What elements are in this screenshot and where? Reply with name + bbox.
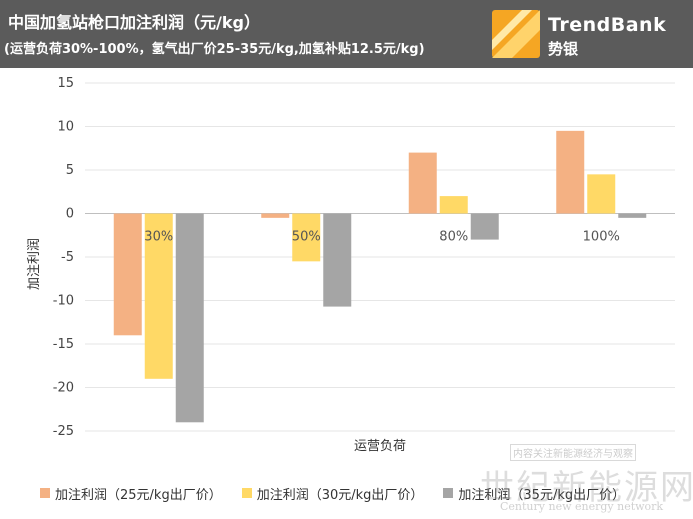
x-axis-label: 运营负荷: [354, 439, 406, 454]
x-tick-label: 80%: [439, 230, 468, 245]
chart-legend: 加注利润（25元/kg出厂价） 加注利润（30元/kg出厂价） 加注利润（35元…: [40, 483, 645, 503]
legend-swatch: [241, 488, 252, 498]
legend-item: 加注利润（30元/kg出厂价）: [241, 484, 424, 503]
watermark-subtitle: Century new energy network: [500, 500, 664, 513]
legend-item: 加注利润（35元/kg出厂价）: [443, 484, 625, 503]
watermark: 世紀新能源网: [480, 468, 693, 508]
chart-header: 中国加氢站枪口加注利润（元/kg） (运营负荷30%-100%，氢气出厂价25-…: [0, 0, 693, 68]
y-tick-label: 0: [66, 207, 74, 222]
brand-chinese-name: 势银: [548, 40, 579, 58]
bar: [261, 213, 290, 218]
y-tick-label: 10: [57, 120, 74, 135]
bar: [144, 213, 173, 379]
y-axis-ticks: 15 10 5 0 -5 -10 -15 -20 -25: [53, 76, 74, 439]
chart-title: 中国加氢站枪口加注利润（元/kg）: [8, 13, 260, 32]
watermark-caption: 内容关注新能源经济与观察: [510, 444, 636, 461]
y-tick-label: -15: [53, 337, 74, 352]
bar: [618, 213, 647, 218]
x-tick-label: 30%: [144, 230, 173, 245]
trendbank-logo-icon: [492, 10, 540, 58]
bar: [439, 196, 468, 214]
y-tick-label: -5: [61, 250, 74, 265]
bar: [175, 213, 204, 423]
bar: [113, 213, 142, 336]
legend-item: 加注利润（25元/kg出厂价）: [40, 484, 222, 503]
bar: [292, 213, 321, 262]
bars: [113, 130, 647, 423]
legend-label: 加注利润（30元/kg出厂价）: [256, 487, 424, 503]
brand-logo: TrendBank 势银: [492, 10, 682, 62]
bar: [323, 213, 352, 307]
y-tick-label: -25: [53, 424, 74, 439]
legend-swatch: [40, 488, 50, 498]
legend-label: 加注利润（25元/kg出厂价）: [55, 487, 222, 503]
grid-lines: [85, 82, 675, 432]
legend-label: 加注利润（35元/kg出厂价）: [458, 487, 626, 503]
y-tick-label: -20: [53, 381, 74, 396]
chart-subtitle: (运营负荷30%-100%，氢气出厂价25-35元/kg,加氢补贴12.5元/k…: [4, 42, 425, 57]
bar: [556, 130, 585, 214]
bar: [408, 152, 437, 214]
y-tick-label: 5: [66, 163, 74, 178]
bar: [587, 174, 616, 214]
y-axis-label: 加注利润: [27, 238, 42, 290]
legend-swatch: [443, 488, 454, 498]
category-labels: 30% 50% 80% 100%: [144, 230, 620, 245]
x-tick-label: 100%: [583, 230, 620, 245]
y-tick-label: -10: [53, 294, 74, 309]
x-tick-label: 50%: [292, 230, 321, 245]
bar: [470, 213, 499, 240]
brand-name: TrendBank: [548, 14, 667, 36]
y-tick-label: 15: [57, 76, 74, 91]
